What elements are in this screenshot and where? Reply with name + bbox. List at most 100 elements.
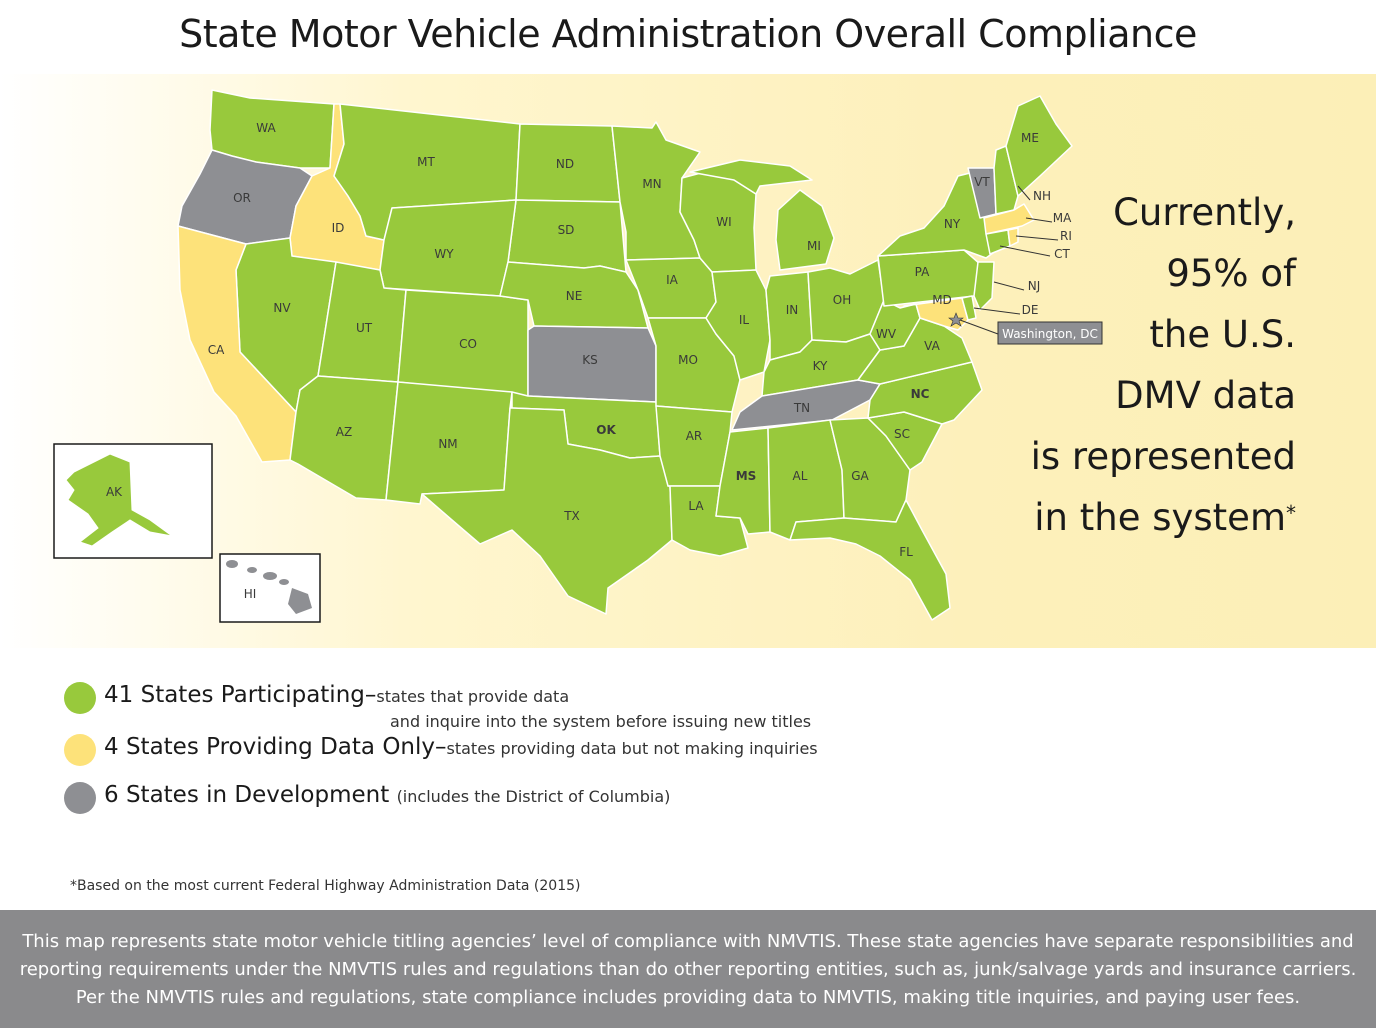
state-label-va: VA bbox=[924, 339, 940, 353]
state-ak[interactable] bbox=[65, 453, 173, 547]
legend-desc-line2: and inquire into the system before issui… bbox=[390, 712, 812, 731]
state-label-nc: NC bbox=[911, 387, 930, 401]
legend-desc: states that provide data bbox=[376, 687, 570, 706]
state-ca[interactable] bbox=[177, 225, 297, 463]
state-label-co: CO bbox=[459, 337, 477, 351]
state-label-ak: AK bbox=[106, 485, 123, 499]
state-label-wv: WV bbox=[876, 327, 897, 341]
callout-line-5: is represented bbox=[1030, 435, 1296, 478]
state-label-vt: VT bbox=[974, 175, 990, 189]
state-label-ma: MA bbox=[1053, 211, 1072, 225]
state-label-ok: OK bbox=[596, 423, 616, 437]
footnote: *Based on the most current Federal Highw… bbox=[70, 878, 581, 894]
callout-line-6: in the system* bbox=[956, 487, 1296, 548]
disclaimer-line-1: This map represents state motor vehicle … bbox=[22, 931, 1354, 952]
state-label-de: DE bbox=[1022, 303, 1039, 317]
state-label-nv: NV bbox=[273, 301, 291, 315]
disclaimer-band: This map represents state motor vehicle … bbox=[0, 910, 1376, 1028]
state-label-ny: NY bbox=[944, 217, 961, 231]
legend-label: States Providing Data Only bbox=[118, 734, 436, 760]
legend-desc: (includes the District of Columbia) bbox=[396, 787, 671, 806]
state-ne[interactable] bbox=[499, 261, 649, 329]
state-label-il: IL bbox=[739, 313, 750, 327]
state-fl[interactable] bbox=[789, 499, 951, 621]
state-label-ga: GA bbox=[851, 469, 869, 483]
dc-callout-label: Washington, DC bbox=[1002, 327, 1098, 341]
legend-text-development: 6 States in Development (includes the Di… bbox=[104, 782, 670, 808]
state-de[interactable] bbox=[961, 295, 977, 321]
legend-dash: – bbox=[364, 682, 377, 708]
state-label-mo: MO bbox=[678, 353, 698, 367]
legend-label: States Participating bbox=[133, 682, 365, 708]
state-tx[interactable] bbox=[421, 407, 673, 615]
state-label-fl: FL bbox=[899, 545, 913, 559]
callout-line-6-text: in the system bbox=[1034, 496, 1286, 539]
legend-dash: – bbox=[435, 734, 447, 760]
state-label-ky: KY bbox=[813, 359, 828, 373]
callout-asterisk: * bbox=[1286, 501, 1296, 525]
legend-text-data-only: 4 States Providing Data Only–states prov… bbox=[104, 734, 818, 760]
state-label-ut: UT bbox=[356, 321, 373, 335]
page-title: State Motor Vehicle Administration Overa… bbox=[179, 12, 1197, 56]
state-label-oh: OH bbox=[833, 293, 851, 307]
state-nj[interactable] bbox=[973, 261, 995, 311]
state-me[interactable] bbox=[1005, 95, 1073, 197]
state-hi[interactable] bbox=[226, 560, 312, 614]
state-label-tx: TX bbox=[563, 509, 580, 523]
state-label-id: ID bbox=[332, 221, 345, 235]
state-label-mn: MN bbox=[642, 177, 661, 191]
state-label-nm: NM bbox=[438, 437, 457, 451]
legend-dot-data-only bbox=[64, 734, 96, 766]
state-label-ct: CT bbox=[1054, 247, 1070, 261]
legend-count: 41 bbox=[104, 682, 134, 708]
state-label-mt: MT bbox=[417, 155, 435, 169]
callout-line-3: the U.S. bbox=[1149, 313, 1296, 356]
legend-label: States in Development bbox=[118, 782, 390, 808]
legend-desc: states providing data but not making inq… bbox=[446, 739, 818, 758]
state-label-wi: WI bbox=[716, 215, 731, 229]
callout-line-1: Currently, bbox=[1113, 191, 1296, 234]
state-label-al: AL bbox=[793, 469, 808, 483]
disclaimer-line-2: reporting requirements under the NMVTIS … bbox=[19, 959, 1357, 980]
state-label-nd: ND bbox=[556, 157, 574, 171]
state-ri[interactable] bbox=[1007, 227, 1019, 247]
state-label-ca: CA bbox=[208, 343, 225, 357]
state-label-nj: NJ bbox=[1028, 279, 1041, 293]
state-il[interactable] bbox=[705, 269, 771, 381]
callout-line-4: DMV data bbox=[1115, 374, 1296, 417]
legend-text-participating: 41 States Participating–states that prov… bbox=[104, 682, 569, 708]
state-label-nh: NH bbox=[1033, 189, 1051, 203]
state-label-wy: WY bbox=[434, 247, 454, 261]
state-label-in: IN bbox=[786, 303, 799, 317]
state-label-la: LA bbox=[688, 499, 704, 513]
disclaimer-line-3: Per the NMVTIS rules and regulations, st… bbox=[75, 987, 1301, 1008]
legend-count: 6 bbox=[104, 782, 119, 808]
state-label-tn: TN bbox=[793, 401, 810, 415]
state-label-ia: IA bbox=[666, 273, 679, 287]
state-label-md: MD bbox=[932, 293, 952, 307]
compliance-callout: Currently, 95% of the U.S. DMV data is r… bbox=[956, 182, 1296, 548]
state-label-sd: SD bbox=[558, 223, 575, 237]
state-label-ar: AR bbox=[686, 429, 703, 443]
state-label-me: ME bbox=[1021, 131, 1039, 145]
state-label-hi: HI bbox=[244, 587, 257, 601]
state-label-or: OR bbox=[233, 191, 251, 205]
dc-star-icon bbox=[948, 312, 964, 327]
state-label-sc: SC bbox=[894, 427, 910, 441]
legend-count: 4 bbox=[104, 734, 119, 760]
state-label-az: AZ bbox=[336, 425, 352, 439]
dc-callout-box bbox=[997, 321, 1103, 345]
state-ar[interactable] bbox=[655, 405, 733, 487]
state-nc[interactable] bbox=[867, 361, 983, 425]
state-label-ms: MS bbox=[736, 469, 757, 483]
state-label-ri: RI bbox=[1060, 229, 1072, 243]
state-label-mi: MI bbox=[807, 239, 821, 253]
state-label-ks: KS bbox=[582, 353, 598, 367]
state-label-pa: PA bbox=[915, 265, 930, 279]
state-label-wa: WA bbox=[256, 121, 276, 135]
state-label-ne: NE bbox=[566, 289, 583, 303]
state-mi[interactable] bbox=[689, 159, 835, 271]
legend-dot-participating bbox=[64, 682, 96, 714]
legend-dot-development bbox=[64, 782, 96, 814]
